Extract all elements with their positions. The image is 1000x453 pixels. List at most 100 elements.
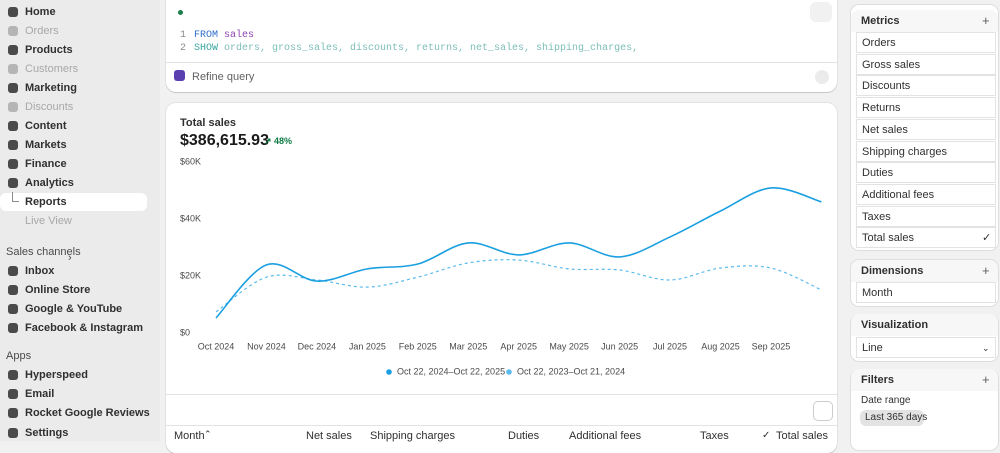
nav-item[interactable]: Customers	[25, 63, 79, 75]
refine-input[interactable]: Refine query	[192, 71, 255, 83]
x-tick-label: Nov 2024	[247, 341, 286, 351]
series-line	[215, 187, 822, 319]
visualization-select[interactable]	[856, 337, 996, 358]
column-header[interactable]: Month	[174, 430, 205, 442]
nav-item[interactable]: Analytics	[25, 177, 74, 189]
collapse-button[interactable]	[810, 2, 832, 22]
right-panel: Metrics + Orders Gross sales Discounts Return…	[849, 0, 1000, 450]
change-badge: 48%	[274, 136, 293, 146]
add-button: +	[982, 13, 990, 28]
nav-item[interactable]: Markets	[25, 139, 67, 151]
line-number: 1	[180, 30, 187, 41]
column-header[interactable]: Taxes	[700, 430, 729, 442]
nav-item[interactable]: Email	[25, 388, 55, 400]
panel-title: Dimensions	[861, 265, 924, 277]
x-tick-label: Sep 2025	[752, 341, 791, 351]
metric-option[interactable]	[856, 97, 996, 119]
nav-item[interactable]: Facebook & Instagram	[25, 322, 143, 334]
nav-item[interactable]: Online Store	[25, 284, 91, 296]
column-header[interactable]: Duties	[508, 430, 540, 442]
nav-icon	[8, 159, 18, 169]
row-label: Gross sales	[862, 58, 921, 71]
metric-option[interactable]	[856, 183, 996, 205]
panel-title: Metrics	[861, 15, 900, 27]
chart-total: $386,615.93	[180, 132, 269, 149]
nav-item[interactable]: Hyperspeed	[25, 369, 88, 381]
nav-item[interactable]: Google & YouTube	[25, 303, 123, 315]
metric-option[interactable]	[856, 75, 996, 97]
change-arrow: ↗	[264, 136, 272, 146]
filter-badge-bg[interactable]	[860, 410, 924, 426]
nav-item[interactable]: Finance	[25, 158, 67, 170]
nav-item[interactable]: Orders	[25, 25, 59, 37]
row-label: Duties	[862, 167, 894, 180]
filter-label: Date range	[861, 395, 911, 406]
row-label: Additional fees	[862, 188, 935, 201]
check-icon: ✓	[982, 232, 992, 245]
y-tick-label: $0	[180, 327, 190, 337]
y-tick-label: $40K	[180, 213, 201, 223]
row-label: Orders	[862, 37, 896, 49]
metric-option[interactable]	[856, 140, 996, 162]
refine-icon	[174, 70, 185, 81]
metric-option[interactable]	[856, 162, 996, 184]
code-text: orders, gross_sales, discounts, returns,…	[224, 43, 639, 54]
table-header-border	[166, 425, 837, 426]
nav-icon	[8, 7, 18, 17]
nav-icon	[8, 26, 18, 36]
filter-badge: Last 365 days	[865, 412, 928, 423]
nav-icon	[8, 408, 18, 418]
nav-icon	[8, 102, 18, 112]
add-button: +	[982, 372, 990, 387]
nav-icon	[8, 45, 18, 55]
metric-option[interactable]	[856, 32, 996, 53]
legend-marker	[386, 369, 392, 375]
nav-item[interactable]: Content	[25, 120, 67, 132]
metric-option[interactable]	[856, 205, 996, 227]
nav-item[interactable]: Products	[25, 44, 73, 56]
nav-icon	[8, 285, 18, 295]
nav-item[interactable]: Rocket Google Reviews	[25, 407, 150, 419]
divider	[166, 394, 837, 395]
panel-header-bg	[851, 314, 998, 336]
send-button[interactable]	[815, 70, 829, 84]
row-label: Shipping charges	[862, 145, 948, 158]
x-tick-label: Jan 2025	[349, 341, 386, 351]
nav-item[interactable]: Settings	[25, 427, 69, 439]
column-header[interactable]: Additional fees	[569, 430, 642, 442]
divider	[166, 62, 837, 63]
nav-item[interactable]: Discounts	[25, 101, 74, 113]
row-label: Line	[862, 342, 883, 354]
column-header[interactable]: Net sales	[306, 430, 352, 442]
nav-icon	[8, 121, 18, 131]
legend-marker	[506, 369, 512, 375]
metric-option[interactable]	[856, 227, 996, 249]
column-header[interactable]: Total sales	[776, 430, 828, 442]
row-label: Returns	[862, 102, 901, 115]
row-label: Net sales	[862, 123, 908, 136]
nav-item[interactable]: Home	[25, 6, 56, 18]
table-toggle[interactable]	[813, 401, 833, 421]
nav-item[interactable]: Reports	[25, 196, 67, 208]
metric-option[interactable]	[856, 53, 996, 75]
nav-active-bg	[0, 193, 147, 211]
nav-icon	[8, 140, 18, 150]
y-tick-label: $20K	[180, 270, 201, 280]
metric-option[interactable]	[856, 118, 996, 140]
nav-item[interactable]: Marketing	[25, 82, 77, 94]
row-label: Month	[862, 287, 893, 299]
nav-icon	[8, 370, 18, 380]
legend-label: Oct 22, 2024–Oct 22, 2025	[397, 366, 505, 376]
nav-item[interactable]: Inbox	[25, 265, 55, 277]
section-title: Apps	[6, 350, 32, 362]
nav-icon	[8, 389, 18, 399]
column-header[interactable]: Shipping charges	[370, 430, 456, 442]
nav-item[interactable]: Live View	[25, 215, 72, 227]
x-tick-label: Mar 2025	[449, 341, 487, 351]
x-tick-label: Dec 2024	[298, 341, 337, 351]
nav-icon	[8, 266, 18, 276]
section-title: Sales channels	[6, 246, 81, 258]
nav-icon	[8, 428, 18, 438]
dimension-option[interactable]	[856, 282, 996, 303]
